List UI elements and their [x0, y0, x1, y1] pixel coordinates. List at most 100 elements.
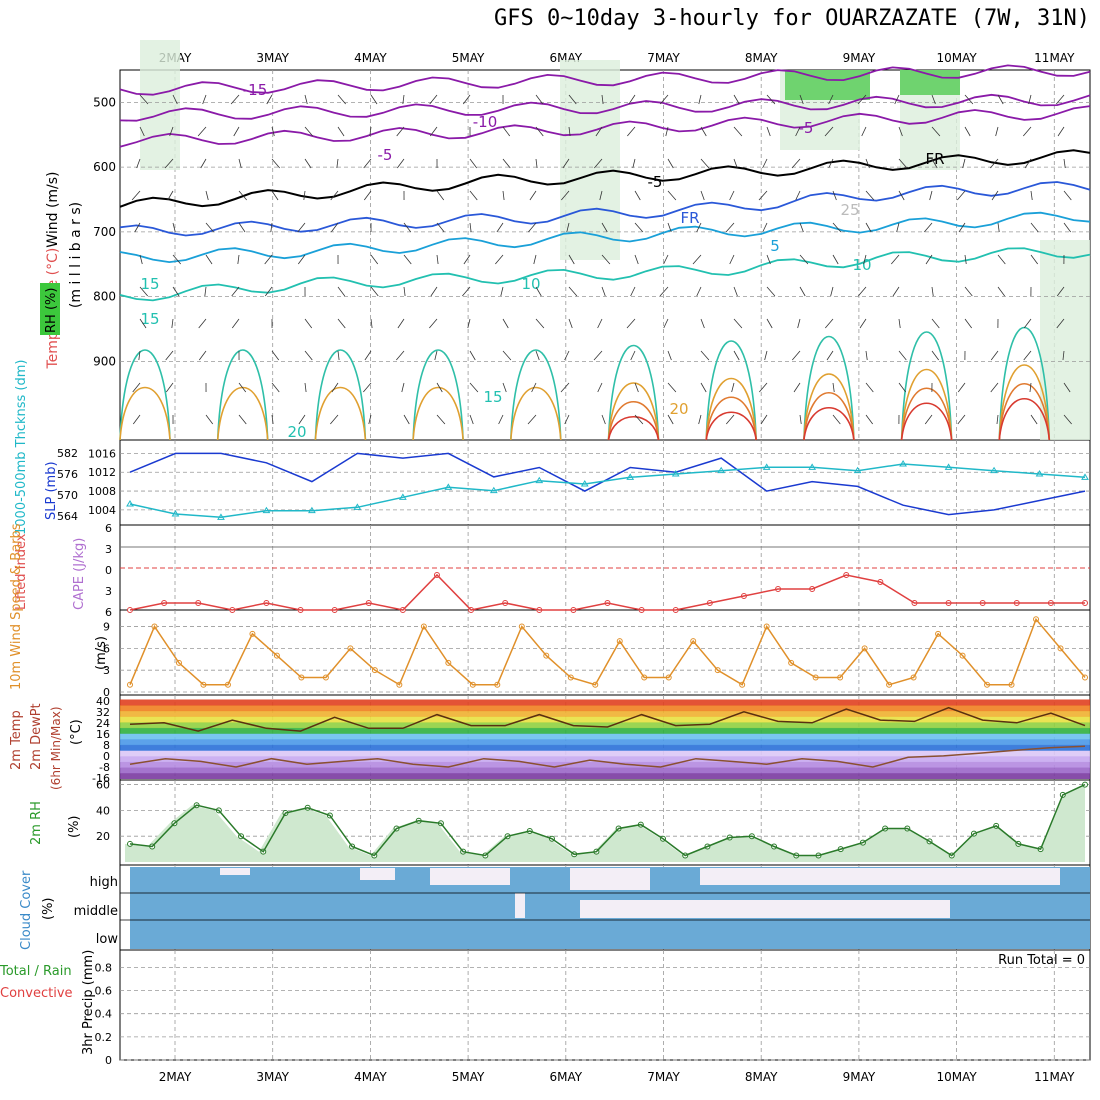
- wind-barb: [791, 158, 801, 169]
- precip-tick: 0.4: [95, 1008, 113, 1021]
- date-label-top: 7MAY: [647, 51, 680, 65]
- contour-label: -5: [799, 119, 814, 137]
- wind-barb: [898, 126, 903, 137]
- rh-shade: [140, 40, 180, 170]
- wind-barb: [139, 318, 147, 329]
- diurnal-contour: [510, 349, 562, 441]
- temp2m-line: [129, 706, 1086, 732]
- thickness-line: [129, 463, 1086, 519]
- wind-barb: [991, 190, 999, 201]
- date-label-bottom: 11MAY: [1034, 1070, 1075, 1084]
- wind-barb: [964, 94, 974, 105]
- wind-barb: [535, 318, 545, 329]
- wind-barb: [924, 414, 933, 425]
- pressure-tick: 600: [93, 160, 116, 174]
- wind-barb: [634, 254, 639, 265]
- wind-barb: [370, 286, 379, 297]
- wind-barb: [962, 158, 966, 169]
- wind-barb: [824, 126, 834, 137]
- wind-barb: [826, 350, 834, 361]
- cloud-gap: [220, 868, 250, 875]
- wind-barb: [535, 286, 542, 297]
- cloud-unit: (%): [41, 898, 56, 921]
- date-label-bottom: 4MAY: [354, 1070, 387, 1084]
- wind-barb: [665, 126, 669, 137]
- wind-barb: [799, 254, 809, 265]
- rh-shade: [1040, 240, 1090, 440]
- li-tick: 3: [105, 585, 112, 598]
- contour-label: -5: [378, 146, 393, 164]
- wind-barb: [304, 382, 307, 393]
- wind-barb: [857, 286, 867, 297]
- wind-barb: [799, 222, 804, 233]
- rh2m-unit: (%): [67, 816, 82, 839]
- wind-barb: [436, 414, 446, 425]
- contour-label: -5: [648, 173, 663, 191]
- date-label-bottom: 2MAY: [159, 1070, 192, 1084]
- wind-barb: [931, 318, 940, 329]
- wind-barb: [304, 158, 312, 169]
- wind-barb: [337, 126, 345, 137]
- wind-barb: [403, 222, 412, 233]
- cloud-low-label: low: [96, 932, 119, 947]
- precip-tick: 0.2: [95, 1031, 113, 1044]
- wind-barb: [469, 158, 478, 169]
- wind-barb: [964, 318, 972, 329]
- wind-barb: [271, 350, 280, 361]
- cape-label: CAPE (J/kg): [72, 538, 87, 610]
- pressure-tick: 800: [93, 290, 116, 304]
- wind-barb: [634, 222, 644, 233]
- li-label: Lifted Index: [14, 533, 29, 610]
- diurnal-contour: [216, 386, 269, 441]
- slp-tick: 1012: [88, 466, 116, 479]
- wind-barb: [330, 190, 339, 201]
- thickness-tick: 582: [57, 447, 78, 460]
- wind-barb: [996, 414, 999, 425]
- wind-barb: [396, 126, 405, 137]
- wind-barb: [667, 414, 674, 425]
- wind-barb: [535, 126, 544, 137]
- wind-barb: [892, 286, 900, 297]
- contour-label: 15: [483, 388, 502, 406]
- wind-barb: [132, 414, 141, 425]
- slp-tick: 1004: [88, 504, 116, 517]
- wind-barb: [535, 350, 540, 361]
- wind-tick: 3: [103, 664, 110, 677]
- contour-label: 15: [140, 310, 159, 328]
- wind-barb: [700, 126, 707, 137]
- diurnal-contour: [998, 398, 1051, 441]
- diurnal-contour: [119, 349, 171, 441]
- diurnal-contour: [705, 340, 757, 441]
- wind-barb: [502, 126, 511, 137]
- wind-barb: [857, 94, 867, 105]
- thickness-tick: 576: [57, 468, 78, 481]
- wind-barb: [828, 158, 834, 169]
- wind-barb: [667, 190, 677, 201]
- wind-barb: [298, 414, 306, 425]
- wind-barb: [297, 254, 306, 265]
- wind-barb: [469, 190, 478, 201]
- wind-barb: [698, 414, 702, 425]
- wind-barb: [467, 318, 471, 329]
- isotherm-line: [119, 211, 1091, 264]
- temp-band: [120, 710, 1090, 717]
- wind-barb: [1022, 126, 1032, 137]
- wind-barb: [824, 318, 834, 329]
- rh-label: RH (%): [44, 288, 59, 333]
- wind-barb: [370, 318, 373, 329]
- wind-barb: [931, 158, 938, 169]
- wind-barb: [368, 414, 372, 425]
- wind-barb: [401, 382, 405, 393]
- diurnal-contour: [705, 396, 757, 441]
- wind-barb: [793, 382, 801, 393]
- wind-barb: [337, 286, 346, 297]
- wind-barb: [700, 190, 705, 201]
- date-label-bottom: 3MAY: [256, 1070, 289, 1084]
- wind-barb: [830, 286, 834, 297]
- wind-barb: [898, 350, 907, 361]
- wind-barb: [964, 126, 971, 137]
- wind-barb: [430, 286, 438, 297]
- wind-barb: [502, 158, 511, 169]
- wind-barb: [198, 318, 207, 329]
- wind-barb: [169, 126, 174, 137]
